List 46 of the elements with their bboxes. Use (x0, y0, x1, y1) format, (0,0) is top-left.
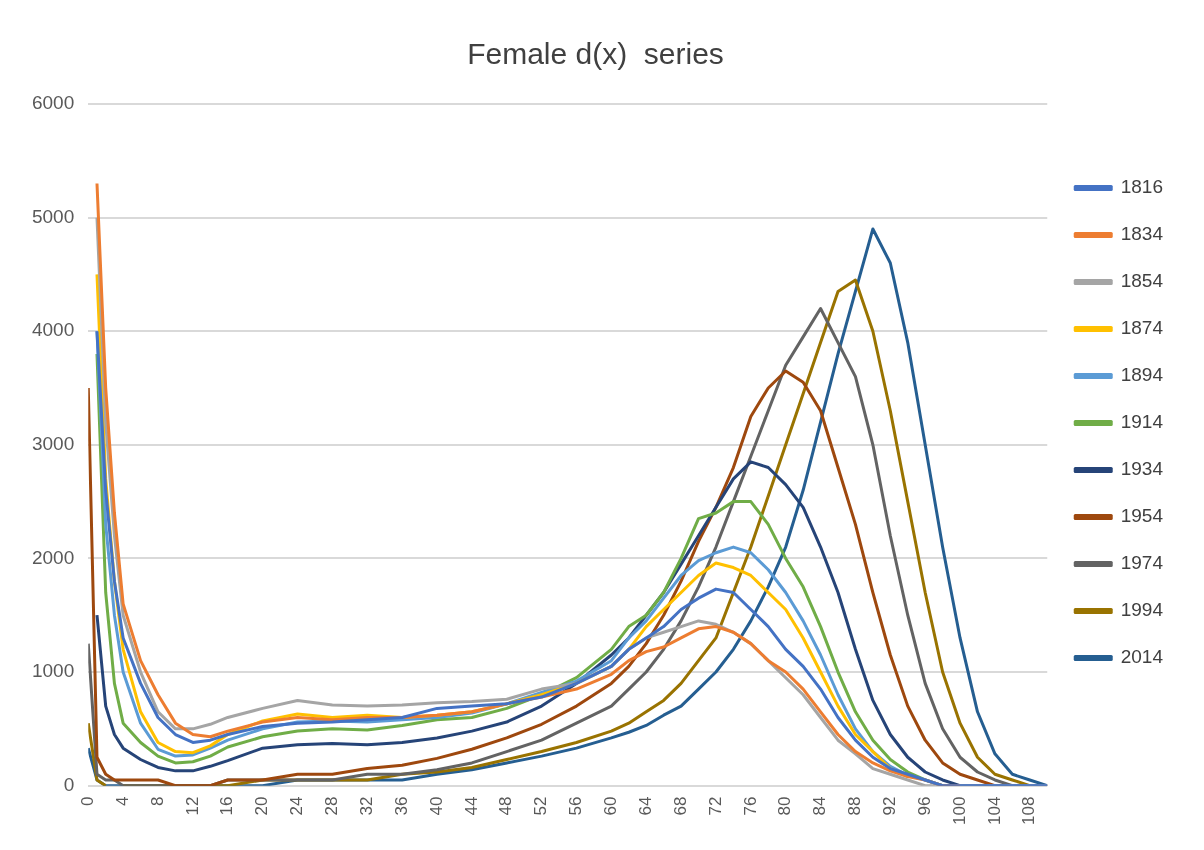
x-tick-label: 56 (566, 796, 586, 816)
legend-label: 1914 (1120, 411, 1164, 433)
x-tick-label: 28 (322, 796, 342, 816)
x-tick-label: 16 (217, 796, 237, 816)
x-tick-label: 12 (182, 796, 202, 816)
y-tick-label: 1000 (31, 660, 75, 682)
y-tick-label: 4000 (31, 319, 75, 341)
legend-label: 1854 (1120, 270, 1164, 292)
y-tick-label: 6000 (31, 92, 75, 114)
x-tick-label: 60 (601, 796, 621, 816)
legend-label: 1816 (1120, 176, 1164, 198)
legend-label: 1874 (1120, 317, 1164, 339)
x-tick-label: 68 (670, 796, 690, 816)
x-tick-label: 40 (426, 796, 446, 816)
x-tick-label: 80 (775, 796, 795, 816)
x-tick-label: 4 (112, 796, 132, 807)
y-tick-label: 2000 (31, 546, 75, 568)
legend-label: 1974 (1120, 552, 1164, 574)
legend-label: 1894 (1120, 364, 1164, 386)
x-tick-label: 92 (880, 796, 899, 816)
legend-label: 1934 (1120, 458, 1164, 480)
x-tick-label: 24 (287, 796, 307, 816)
x-tick-label: 32 (356, 796, 376, 816)
chart-title: Female d(x) series (467, 37, 724, 71)
x-tick-label: 96 (914, 796, 934, 816)
x-tick-label: 84 (810, 796, 830, 816)
y-tick-label: 5000 (31, 205, 75, 227)
x-tick-label: 72 (705, 796, 725, 816)
legend-label: 1954 (1120, 505, 1164, 527)
x-tick-label: 104 (984, 796, 1004, 826)
x-tick-label: 0 (77, 796, 97, 807)
x-tick-label: 100 (949, 796, 969, 826)
x-tick-label: 64 (635, 796, 655, 816)
x-tick-label: 52 (531, 796, 551, 816)
x-tick-label: 76 (740, 796, 760, 816)
legend-label: 1834 (1120, 223, 1164, 245)
legend-label: 1994 (1120, 599, 1164, 621)
x-tick-label: 44 (461, 796, 481, 816)
x-tick-label: 20 (252, 796, 272, 816)
x-tick-label: 8 (147, 796, 167, 807)
legend-label: 2014 (1120, 646, 1164, 668)
x-tick-label: 48 (496, 796, 516, 816)
x-tick-label: 108 (1019, 796, 1039, 826)
x-tick-label: 88 (845, 796, 865, 816)
y-tick-label: 3000 (31, 433, 75, 455)
x-tick-label: 36 (391, 796, 411, 816)
